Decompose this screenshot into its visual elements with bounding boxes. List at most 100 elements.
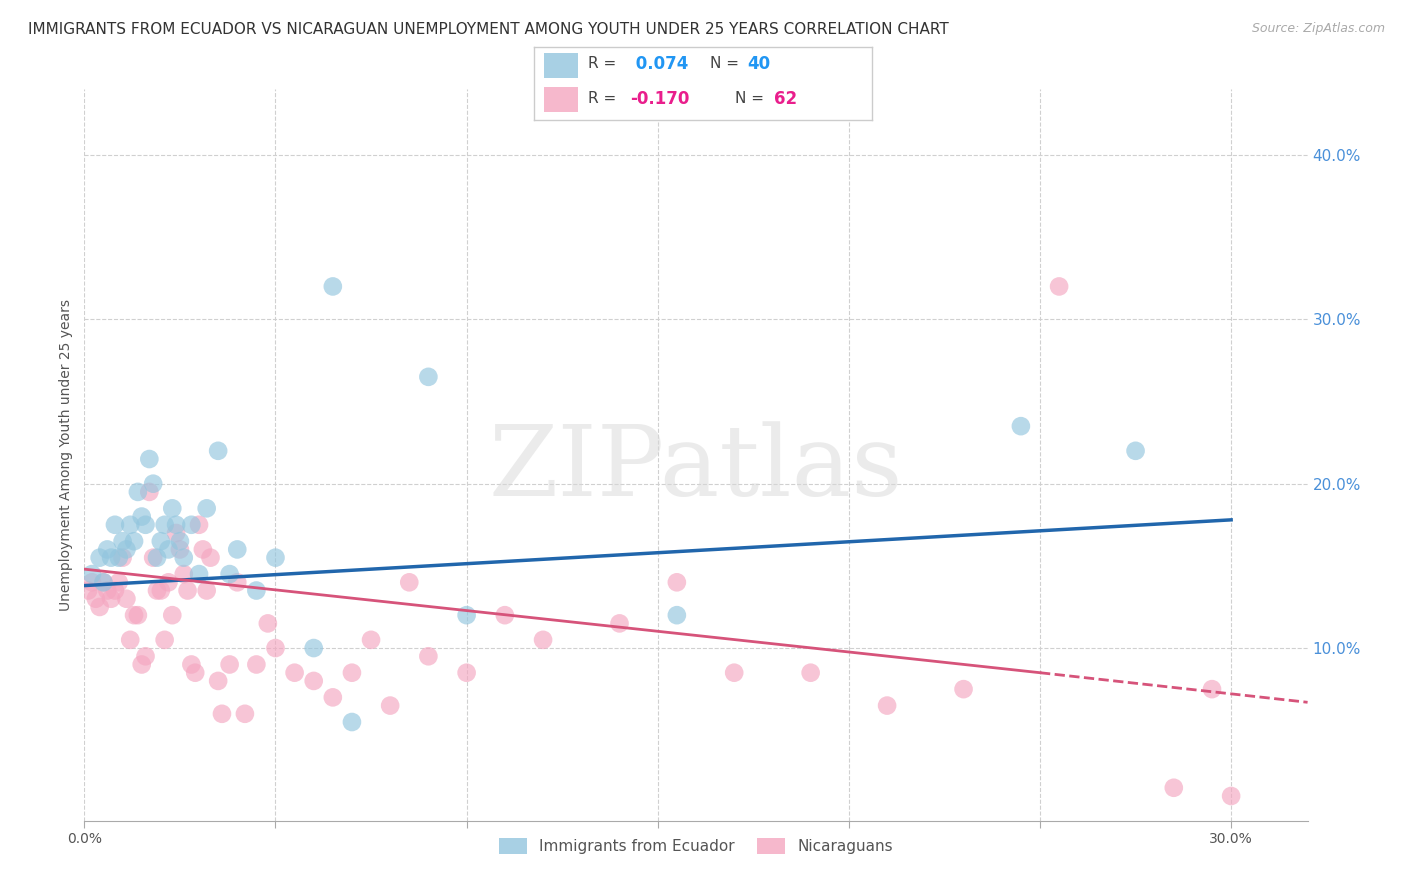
Point [195, 583, 218, 598]
Point [153, 517, 176, 532]
Point [1125, 443, 1147, 458]
Point [456, 608, 478, 623]
Point [418, 649, 440, 664]
Point [149, 534, 172, 549]
Point [207, 673, 229, 688]
Point [340, 665, 363, 680]
Bar [544, 54, 578, 78]
Point [176, 583, 198, 598]
Point [531, 632, 554, 647]
Point [1163, 780, 1185, 795]
Point [218, 657, 240, 672]
Point [107, 575, 129, 590]
Text: R =: R = [588, 91, 616, 106]
Point [162, 608, 184, 623]
Point [173, 550, 195, 565]
Point [93, 575, 115, 590]
Point [165, 517, 187, 532]
Point [162, 501, 184, 516]
Point [142, 550, 165, 565]
Point [1010, 419, 1032, 434]
Point [77, 583, 100, 598]
Point [96, 542, 118, 557]
Point [146, 583, 169, 598]
Text: 40: 40 [747, 54, 770, 73]
Point [131, 657, 153, 672]
Bar [544, 87, 578, 112]
Text: IMMIGRANTS FROM ECUADOR VS NICARAGUAN UNEMPLOYMENT AMONG YOUTH UNDER 25 YEARS CO: IMMIGRANTS FROM ECUADOR VS NICARAGUAN UN… [28, 22, 949, 37]
Text: R =: R = [588, 56, 616, 71]
Point [138, 452, 160, 467]
Point [89, 599, 111, 614]
Point [173, 567, 195, 582]
Point [111, 550, 134, 565]
Point [80, 567, 103, 582]
Point [322, 690, 344, 705]
Point [104, 517, 127, 532]
Point [146, 550, 169, 565]
Point [245, 583, 267, 598]
Point [138, 484, 160, 499]
Text: 0.074: 0.074 [630, 54, 689, 73]
Point [800, 665, 823, 680]
Point [127, 608, 149, 623]
Point [264, 550, 287, 565]
Point [107, 550, 129, 565]
Point [188, 517, 211, 532]
Point [723, 665, 745, 680]
Point [135, 517, 157, 532]
Point [100, 550, 122, 565]
Point [131, 509, 153, 524]
Point [111, 534, 134, 549]
Point [188, 567, 211, 582]
Point [100, 591, 122, 606]
Point [1047, 279, 1070, 293]
Point [284, 665, 307, 680]
Point [157, 575, 180, 590]
Point [169, 534, 191, 549]
Point [340, 714, 363, 729]
Point [89, 550, 111, 565]
Point [360, 632, 382, 647]
Point [149, 583, 172, 598]
Point [226, 575, 249, 590]
Text: N =: N = [710, 56, 738, 71]
Point [952, 682, 974, 697]
Point [115, 542, 138, 557]
Point [322, 279, 344, 293]
Point [180, 517, 202, 532]
Point [264, 641, 287, 656]
Point [398, 575, 420, 590]
Point [380, 698, 402, 713]
Point [665, 575, 688, 590]
Point [122, 608, 145, 623]
Point [127, 484, 149, 499]
Y-axis label: Unemployment Among Youth under 25 years: Unemployment Among Youth under 25 years [59, 299, 73, 611]
Point [200, 550, 222, 565]
Point [418, 369, 440, 384]
Point [153, 632, 176, 647]
Text: -0.170: -0.170 [630, 90, 690, 108]
Point [665, 608, 688, 623]
Point [302, 641, 325, 656]
Point [104, 583, 127, 598]
Point [207, 443, 229, 458]
Point [169, 542, 191, 557]
Point [157, 542, 180, 557]
Point [191, 542, 214, 557]
Point [233, 706, 256, 721]
Point [115, 591, 138, 606]
Text: N =: N = [735, 91, 763, 106]
Point [80, 575, 103, 590]
Point [122, 534, 145, 549]
Point [245, 657, 267, 672]
Point [184, 665, 207, 680]
Point [120, 517, 142, 532]
Point [135, 649, 157, 664]
Point [93, 575, 115, 590]
Point [609, 616, 631, 631]
Text: 62: 62 [773, 90, 797, 108]
Point [302, 673, 325, 688]
Point [226, 542, 249, 557]
Legend: Immigrants from Ecuador, Nicaraguans: Immigrants from Ecuador, Nicaraguans [494, 832, 898, 861]
